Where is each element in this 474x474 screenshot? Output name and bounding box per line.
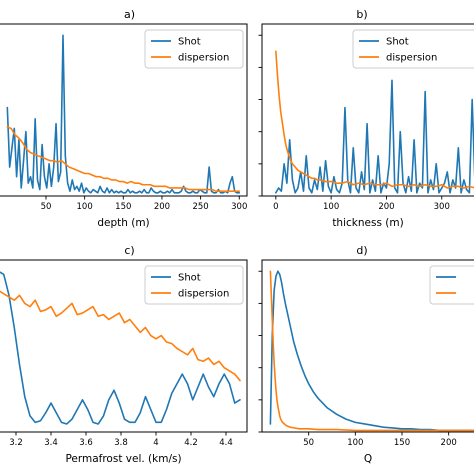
series-line-c-0 (0, 271, 241, 425)
panel-c: 3.2 3.4 3.6 3.8 4 4.2 4.4 c) Permafrost vel. (km… (0, 244, 248, 465)
x-tick-label-a-5: 300 (231, 202, 247, 212)
panel-title-d: d) (356, 244, 367, 257)
x-tick-label-c-4: 4 (153, 438, 158, 448)
series-group-d (269, 270, 474, 432)
series-line-c-1 (0, 290, 241, 382)
x-tick-label-c-5: 4.2 (184, 438, 198, 448)
series-group-b (275, 50, 474, 194)
series-group-c (0, 271, 241, 425)
x-tick-label-c-3: 3.8 (114, 438, 128, 448)
x-tick-label-d-1: 50 (303, 438, 314, 448)
x-tick-label-a-1: 100 (77, 202, 93, 212)
series-line-b-1 (275, 50, 474, 189)
x-tick-label-a-0: 50 (41, 202, 52, 212)
panel-d: 50 100 150 200 d) Q (258, 244, 474, 465)
x-tick-label-c-2: 3.6 (79, 438, 93, 448)
x-tick-label-c-1: 3.4 (44, 438, 58, 448)
legend-box-d (429, 265, 474, 305)
panel-a: 50 100 150 200 250 300 a) depth (m) Shot dispersi… (0, 8, 248, 229)
legend-label-b-1: dispersion (386, 53, 437, 64)
legend-b: Shot dispersion (352, 29, 474, 69)
axes-frame-a (0, 23, 248, 197)
series-line-d-0 (269, 270, 474, 432)
x-tick-label-c-6: 4.4 (219, 438, 233, 448)
panel-title-c: c) (124, 244, 134, 257)
legend-c: Shot dispersion (144, 265, 244, 305)
legend-label-a-0: Shot (178, 37, 201, 48)
x-tick-label-d-3: 150 (394, 438, 410, 448)
x-tick-label-c-0: 3.2 (9, 438, 23, 448)
series-line-a-1 (6, 126, 241, 192)
x-tick-label-b-1: 100 (323, 202, 339, 212)
legend-box-a (144, 29, 244, 69)
x-tick-label-d-2: 100 (347, 438, 363, 448)
x-tick-label-b-2: 200 (378, 202, 394, 212)
x-axis-label-a: depth (m) (97, 217, 149, 229)
panel-title-a: a) (124, 8, 135, 21)
axes-frame-b (261, 23, 474, 197)
series-line-b-0 (275, 79, 474, 194)
x-tick-label-a-2: 150 (115, 202, 131, 212)
legend-a: Shot dispersion (144, 29, 244, 69)
series-group-a (6, 34, 241, 194)
axes-frame-d (261, 259, 474, 433)
legend-label-c-1: dispersion (178, 289, 229, 300)
x-axis-label-d: Q (364, 453, 372, 465)
axes-frame-c (0, 259, 248, 433)
x-tick-label-a-4: 250 (192, 202, 208, 212)
panel-title-b: b) (356, 8, 367, 21)
legend-label-b-0: Shot (386, 37, 409, 48)
x-tick-label-b-0: 0 (273, 202, 278, 212)
legend-d (429, 265, 474, 305)
legend-label-c-0: Shot (178, 273, 201, 284)
x-axis-label-b: thickness (m) (332, 217, 403, 229)
x-tick-label-b-3: 300 (434, 202, 450, 212)
x-tick-label-d-4: 200 (441, 438, 457, 448)
legend-box-c (144, 265, 244, 305)
legend-box-b (352, 29, 474, 69)
legend-label-a-1: dispersion (178, 53, 229, 64)
x-axis-label-c: Permafrost vel. (km/s) (65, 453, 181, 465)
series-line-d-1 (269, 270, 474, 432)
x-tick-label-a-3: 200 (154, 202, 170, 212)
panel-b: 0 100 200 300 b) thickness (m) Shot dispersion (258, 8, 474, 229)
